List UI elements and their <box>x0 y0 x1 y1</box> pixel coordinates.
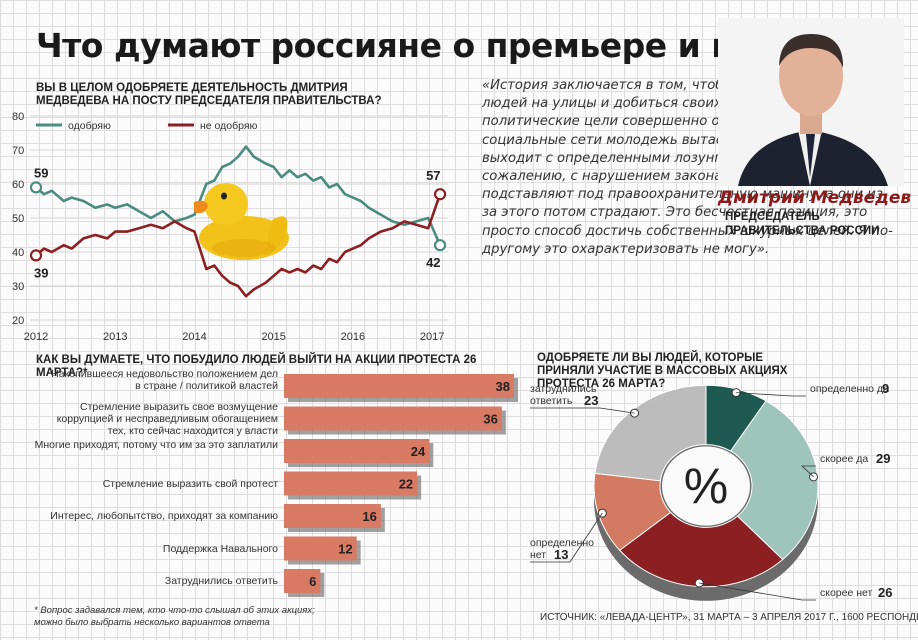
bar-category-label: Накопившееся недовольство положением дел… <box>51 368 278 392</box>
start-point <box>29 181 43 194</box>
bar-value-label: 16 <box>362 509 376 524</box>
bar-chart-question: КАК ВЫ ДУМАЕТЕ, ЧТО ПОБУДИЛО ЛЮДЕЙ ВЫЙТИ… <box>36 354 477 379</box>
portrait-image <box>718 18 904 186</box>
data-label: 59 <box>34 165 48 180</box>
donut-slice <box>594 384 707 482</box>
bar-category-label: Интерес, любопытство, приходят за компан… <box>50 510 278 522</box>
y-tick-label: 50 <box>12 213 24 225</box>
bar-category-label: Многие приходят, потому что им за это за… <box>34 439 278 451</box>
callout-line <box>736 392 806 397</box>
bar-category-label: Стремление выразить свой протест <box>102 477 278 490</box>
y-tick-label: 70 <box>12 145 24 157</box>
bar-value-label: 6 <box>309 574 316 589</box>
series-line-approve <box>35 145 442 246</box>
line-chart-question: ВЫ В ЦЕЛОМ ОДОБРЯЕТЕ ДЕЯТЕЛЬНОСТЬ ДМИТРИ… <box>36 82 382 107</box>
bar-category-label: Поддержка Навального <box>162 542 278 555</box>
bar <box>284 406 502 431</box>
end-point <box>433 188 447 201</box>
x-tick-label: 2012 <box>24 331 48 343</box>
callout-line <box>800 465 816 478</box>
data-label: 42 <box>426 255 440 270</box>
legend-label-disapprove: не одобряю <box>200 120 258 132</box>
line-chart: 20 30 40 50 60 70 80 2012 2013 2014 2015 2016 2017 о… <box>12 111 448 343</box>
footnote: * Вопрос задавался тем, кто что-то слыша… <box>34 605 315 628</box>
person-name: Дмитрий Медведев <box>718 188 912 208</box>
rubber-duck-image <box>194 183 289 260</box>
bar <box>284 569 321 593</box>
donut-slice <box>729 400 819 561</box>
person-role: ПРЕДСЕДАТЕЛЬ ПРАВИТЕЛЬСТВА РОССИИ <box>725 211 880 237</box>
donut-hole <box>662 446 750 526</box>
bar-value-label: 22 <box>399 477 413 492</box>
pie-chart-question: ОДОБРЯЕТЕ ЛИ ВЫ ЛЮДЕЙ, КОТОРЫЕ ПРИНЯЛИ У… <box>537 352 788 390</box>
donut-slice <box>618 511 784 588</box>
bar <box>284 504 381 528</box>
slice-label: определенно да <box>810 383 889 395</box>
portrait-photo <box>718 18 904 186</box>
bar-chart: 38 36 24 22 16 12 6 <box>284 374 518 597</box>
slice-value: 9 <box>882 381 889 396</box>
y-tick-label: 60 <box>12 179 24 191</box>
pie-chart: % определенно да9 скорее да 29 скорее нет 26 о… <box>530 381 892 601</box>
callout-dot <box>597 508 607 518</box>
slice-value: 26 <box>878 585 892 600</box>
data-label: 39 <box>34 265 48 280</box>
bar-value-label: 24 <box>411 444 426 459</box>
x-tick-label: 2013 <box>103 331 127 343</box>
center-percent-label: % <box>684 458 728 514</box>
bar-value-label: 36 <box>483 412 497 427</box>
y-tick-label: 20 <box>12 315 24 327</box>
bar <box>284 439 430 463</box>
start-point <box>29 249 43 262</box>
callout-line <box>530 407 635 414</box>
line-chart-axes: 20 30 40 50 60 70 80 2012 2013 2014 2015 2016 2017 <box>12 111 448 343</box>
end-point <box>433 239 447 252</box>
bar-value-label: 12 <box>338 542 352 557</box>
callout-line <box>530 512 603 563</box>
line-chart-marks: одобряю не одобряю 59 39 42 57 <box>29 120 447 298</box>
x-tick-label: 2016 <box>341 331 365 343</box>
slice-label: нет <box>530 549 546 561</box>
bar <box>284 536 357 561</box>
bar <box>284 374 514 398</box>
slice-label: ответить <box>530 395 573 407</box>
callout-line <box>699 582 816 601</box>
slice-value: 13 <box>554 547 568 562</box>
y-tick-label: 30 <box>12 281 24 293</box>
x-tick-label: 2015 <box>261 331 285 343</box>
source-note: ИСТОЧНИК: «ЛЕВАДА-ЦЕНТР», 31 МАРТА – 3 А… <box>540 612 918 623</box>
data-label: 57 <box>426 168 440 183</box>
y-tick-label: 80 <box>12 111 24 123</box>
series-line-disapprove <box>35 193 442 298</box>
slice-value: 29 <box>876 451 890 466</box>
bar-category-label: Затруднились ответить <box>164 575 278 587</box>
slice-value: 23 <box>584 393 598 408</box>
slice-label: затруднились <box>530 383 597 395</box>
slice-label: скорее нет <box>820 587 873 599</box>
slice-label: скорее да <box>820 453 868 465</box>
y-tick-label: 40 <box>12 247 24 259</box>
x-tick-label: 2017 <box>420 331 444 343</box>
legend-label-approve: одобряю <box>68 120 111 132</box>
bar-category-label: Стремление выразить свое возмущение корр… <box>56 400 278 437</box>
bar <box>284 471 418 496</box>
x-tick-label: 2014 <box>182 331 206 343</box>
callout-dot <box>694 578 704 588</box>
bar-value-label: 38 <box>496 379 510 394</box>
slice-label: определенно <box>530 537 594 549</box>
